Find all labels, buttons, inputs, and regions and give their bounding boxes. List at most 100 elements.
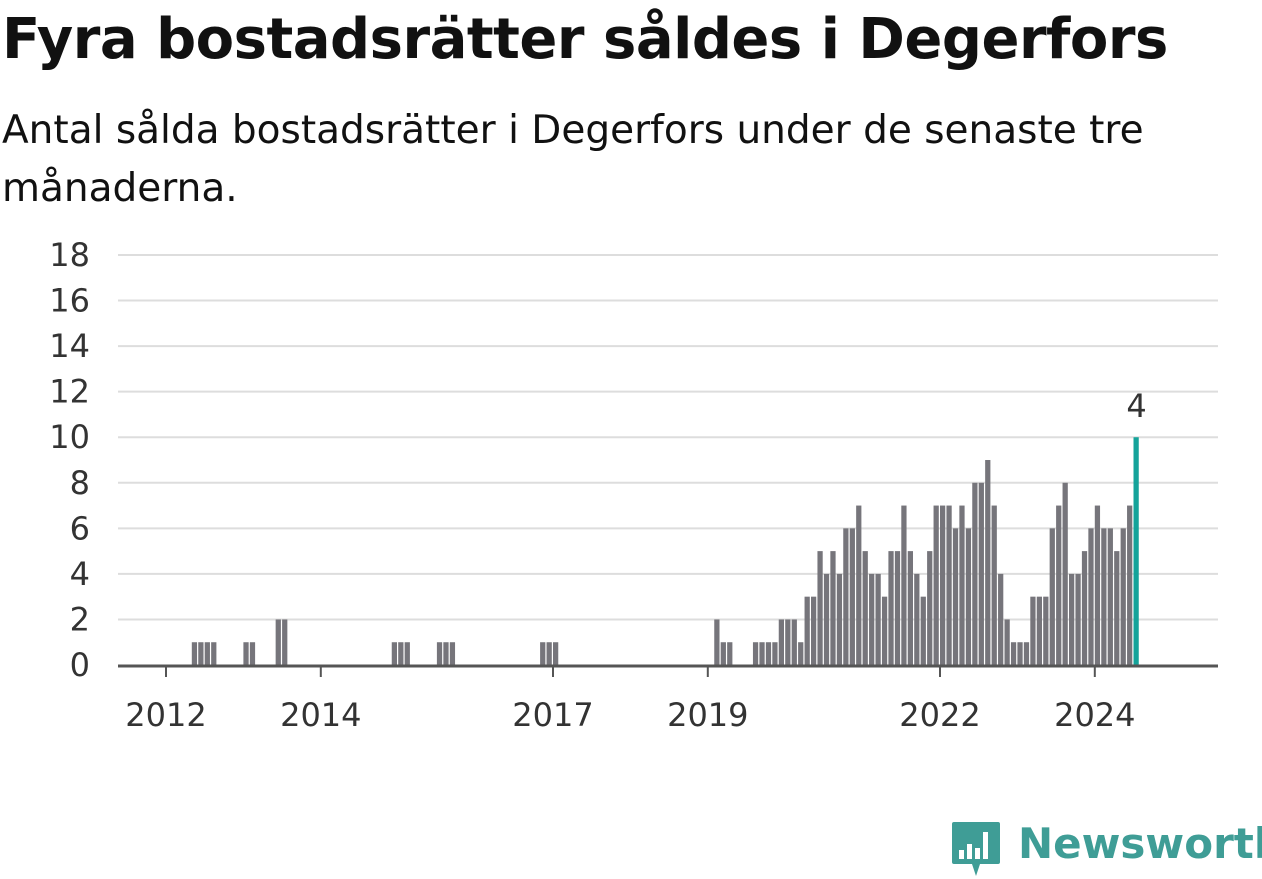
bar	[1030, 596, 1036, 665]
bar	[282, 619, 288, 665]
bar	[817, 551, 823, 665]
bar	[778, 619, 784, 665]
bar	[862, 551, 868, 665]
bar	[1101, 528, 1107, 665]
bar	[972, 482, 978, 665]
x-tick-label: 2022	[899, 696, 980, 734]
bar	[720, 642, 726, 665]
x-tick-label: 2014	[280, 696, 361, 734]
bar	[1107, 528, 1113, 665]
bar	[933, 505, 939, 665]
bar	[946, 505, 952, 665]
bar	[965, 528, 972, 665]
bar	[920, 596, 926, 665]
bar	[952, 528, 959, 665]
y-axis-tick-labels: 0 2 4 6 8 10 12 14 16 18	[49, 236, 90, 684]
bar	[198, 642, 204, 665]
bar	[249, 642, 256, 665]
bar	[849, 528, 855, 665]
bar	[881, 596, 888, 665]
bar	[888, 551, 894, 665]
y-tick-label: 10	[49, 418, 90, 456]
bar	[914, 573, 920, 665]
bar	[985, 460, 991, 665]
x-tick-label: 2012	[125, 696, 206, 734]
bar	[1036, 596, 1042, 665]
bar	[759, 642, 765, 665]
bar	[1049, 528, 1055, 665]
x-tick-label: 2019	[667, 696, 748, 734]
bar	[1114, 551, 1120, 665]
bar	[927, 551, 933, 665]
bar	[791, 619, 797, 665]
bar	[553, 642, 559, 665]
bar	[1056, 505, 1062, 665]
bar	[546, 642, 552, 665]
newsworthy-logo-icon	[952, 822, 1000, 876]
bar	[998, 573, 1004, 665]
bar	[1088, 528, 1094, 665]
bar	[940, 505, 946, 665]
bar	[830, 551, 836, 665]
y-tick-label: 18	[49, 236, 90, 274]
bar	[540, 642, 546, 665]
x-tick-label: 2017	[512, 696, 593, 734]
bar	[772, 642, 778, 665]
bar	[398, 642, 404, 665]
bar	[1127, 505, 1133, 665]
bar	[714, 619, 720, 665]
bar	[449, 642, 456, 665]
bar	[1017, 642, 1023, 665]
bar	[1010, 642, 1017, 665]
chart-subtitle: Antal sålda bostadsrätter i Degerfors un…	[2, 108, 1144, 211]
y-tick-label: 8	[70, 464, 90, 502]
bar	[823, 573, 830, 665]
bar	[1043, 596, 1049, 665]
bar	[798, 642, 804, 665]
bar	[991, 505, 997, 665]
y-tick-label: 14	[49, 327, 90, 365]
y-tick-label: 0	[70, 646, 90, 684]
bar	[752, 642, 759, 665]
bar	[1004, 619, 1010, 665]
bar	[875, 573, 881, 665]
bar	[785, 619, 791, 665]
bar	[901, 505, 907, 665]
data-label-latest: 4	[1126, 387, 1146, 425]
bar	[436, 642, 443, 665]
bar	[191, 642, 198, 665]
bar	[1069, 573, 1075, 665]
bar	[1062, 482, 1068, 665]
bar	[804, 596, 810, 665]
bar	[204, 642, 210, 665]
bar	[765, 642, 772, 665]
x-tick-label: 2024	[1054, 696, 1135, 734]
bar	[275, 619, 281, 665]
y-tick-label: 12	[49, 373, 90, 411]
bar	[959, 505, 965, 665]
bar	[243, 642, 249, 665]
bar	[856, 505, 862, 665]
bar	[1081, 551, 1088, 665]
bar	[843, 528, 849, 665]
bar	[404, 642, 410, 665]
bar	[836, 573, 843, 665]
bar-highlight	[1133, 437, 1139, 665]
bar	[727, 642, 733, 665]
bar	[978, 482, 984, 665]
bar	[1075, 573, 1081, 665]
bar	[894, 551, 901, 665]
y-tick-label: 4	[70, 555, 90, 593]
bar	[869, 573, 875, 665]
bar	[211, 642, 217, 665]
bar	[391, 642, 397, 665]
bar	[1094, 505, 1101, 665]
bar	[907, 551, 913, 665]
x-axis-ticks: 2012 2014 2017 2019 2022 2024	[125, 666, 1136, 734]
y-tick-label: 6	[70, 509, 90, 547]
y-tick-label: 16	[49, 282, 90, 320]
bar	[1023, 642, 1030, 665]
bar-series	[191, 437, 1139, 665]
y-tick-label: 2	[70, 600, 90, 638]
